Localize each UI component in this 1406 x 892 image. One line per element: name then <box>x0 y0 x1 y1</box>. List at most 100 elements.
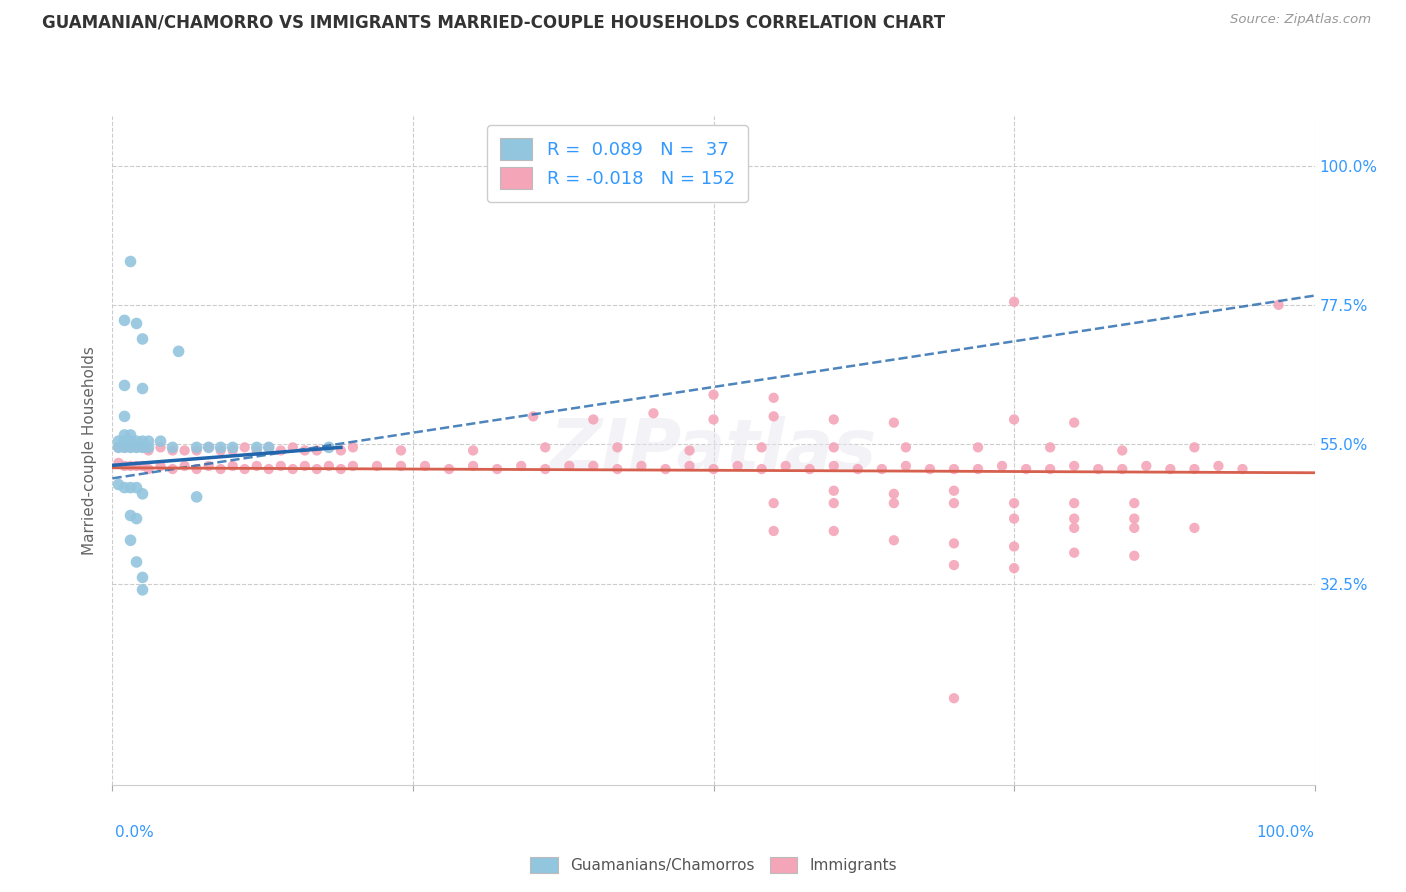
Point <box>173 443 195 458</box>
Point <box>197 458 219 473</box>
Point <box>233 462 256 476</box>
Point <box>942 483 965 498</box>
Point <box>1184 462 1206 476</box>
Point <box>942 496 965 510</box>
Point <box>1002 412 1025 426</box>
Point <box>342 458 364 473</box>
Point <box>1184 441 1206 455</box>
Point <box>1123 521 1146 535</box>
Point <box>762 391 785 405</box>
Point <box>114 428 136 442</box>
Point <box>305 462 328 476</box>
Point <box>762 409 785 424</box>
Point <box>894 441 917 455</box>
Y-axis label: Married-couple Households: Married-couple Households <box>82 346 97 555</box>
Point <box>114 313 136 327</box>
Point <box>1063 458 1085 473</box>
Point <box>222 443 245 458</box>
Point <box>643 406 665 420</box>
Point <box>173 458 195 473</box>
Point <box>1063 546 1085 560</box>
Point <box>131 441 153 455</box>
Point <box>138 441 160 455</box>
Point <box>823 412 845 426</box>
Point <box>125 555 148 569</box>
Point <box>1123 549 1146 563</box>
Point <box>246 441 269 455</box>
Point <box>246 458 269 473</box>
Point <box>120 441 142 455</box>
Point <box>125 441 148 455</box>
Point <box>131 582 153 597</box>
Point <box>823 524 845 538</box>
Point <box>270 443 292 458</box>
Point <box>162 462 184 476</box>
Point <box>246 443 269 458</box>
Point <box>114 441 136 455</box>
Point <box>257 462 280 476</box>
Point <box>107 441 129 455</box>
Point <box>114 481 136 495</box>
Point <box>461 443 484 458</box>
Point <box>558 458 581 473</box>
Text: 100.0%: 100.0% <box>1257 825 1315 840</box>
Point <box>329 443 352 458</box>
Point <box>918 462 941 476</box>
Point <box>702 387 725 401</box>
Point <box>138 443 160 458</box>
Point <box>1232 462 1254 476</box>
Text: ZIPatlas: ZIPatlas <box>550 416 877 485</box>
Point <box>582 458 605 473</box>
Point <box>942 462 965 476</box>
Point <box>1184 521 1206 535</box>
Point <box>125 317 148 331</box>
Point <box>654 462 676 476</box>
Point <box>257 441 280 455</box>
Point <box>131 382 153 396</box>
Point <box>167 344 190 359</box>
Point <box>606 441 628 455</box>
Point <box>823 483 845 498</box>
Point <box>209 443 232 458</box>
Point <box>846 462 869 476</box>
Point <box>389 458 412 473</box>
Point <box>162 443 184 458</box>
Point <box>894 458 917 473</box>
Point <box>125 481 148 495</box>
Point <box>114 378 136 392</box>
Point <box>762 524 785 538</box>
Text: 0.0%: 0.0% <box>115 825 155 840</box>
Point <box>281 462 304 476</box>
Point <box>751 462 773 476</box>
Point <box>1063 416 1085 430</box>
Point <box>510 458 533 473</box>
Point <box>149 441 172 455</box>
Point <box>389 443 412 458</box>
Point <box>823 441 845 455</box>
Point <box>702 412 725 426</box>
Point <box>762 496 785 510</box>
Point <box>125 441 148 455</box>
Point <box>305 443 328 458</box>
Point <box>942 691 965 706</box>
Point <box>294 443 316 458</box>
Point <box>318 441 340 455</box>
Point <box>114 441 136 455</box>
Text: Source: ZipAtlas.com: Source: ZipAtlas.com <box>1230 13 1371 27</box>
Point <box>257 441 280 455</box>
Point <box>281 441 304 455</box>
Point <box>486 462 509 476</box>
Point <box>883 496 905 510</box>
Point <box>823 458 845 473</box>
Point <box>197 441 219 455</box>
Point <box>120 508 142 523</box>
Point <box>270 458 292 473</box>
Point <box>437 462 460 476</box>
Point <box>107 477 129 491</box>
Point <box>413 458 436 473</box>
Point <box>149 458 172 473</box>
Point <box>1039 462 1062 476</box>
Point <box>233 441 256 455</box>
Point <box>870 462 893 476</box>
Point <box>131 332 153 346</box>
